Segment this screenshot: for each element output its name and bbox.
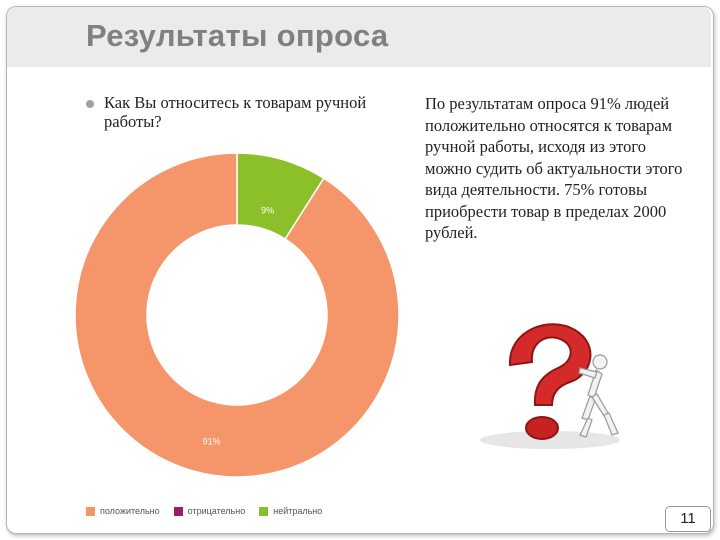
legend-swatch-negative (173, 506, 183, 516)
page-number: 11 (665, 506, 711, 532)
title-band (7, 7, 711, 67)
bullet-dot (86, 100, 94, 108)
data-label-neutral: 9% (261, 205, 274, 215)
survey-question: Как Вы относитесь к товарам ручной работ… (104, 93, 367, 131)
legend-label-negative: отрицательно (187, 506, 246, 516)
question-mark-dot (525, 416, 559, 440)
slide-title: Результаты опроса (86, 18, 389, 53)
question-mark-figure-icon (480, 323, 620, 449)
donut-slice-positive (74, 152, 400, 478)
legend-item-negative: отрицательно (173, 506, 246, 516)
pushing-figure (578, 354, 619, 438)
legend-label-positive: положительно (100, 506, 160, 516)
legend-label-neutral: нейтрально (273, 506, 323, 516)
legend-swatch-positive (86, 506, 95, 516)
legend-item-neutral: нейтрально (259, 506, 322, 516)
data-label-positive: 91% (203, 436, 221, 446)
legend-swatch-neutral (259, 506, 269, 516)
question-mark-hook (508, 323, 592, 406)
chart-legend: положительно отрицательно нейтрально (86, 506, 322, 516)
legend-item-positive: положительно (86, 506, 160, 516)
survey-summary: По результатам опроса 91% людей положите… (425, 94, 683, 242)
